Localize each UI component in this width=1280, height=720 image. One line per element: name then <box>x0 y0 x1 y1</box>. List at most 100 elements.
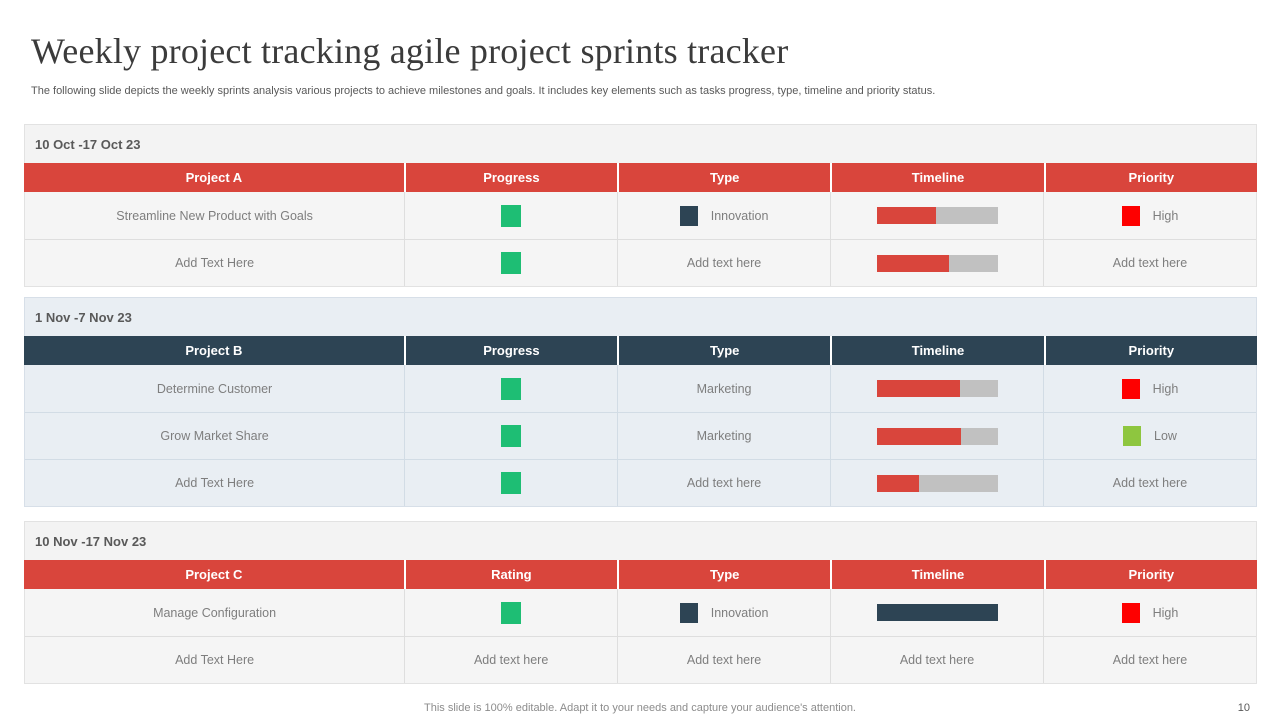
page-subtitle: The following slide depicts the weekly s… <box>31 85 936 97</box>
cell-project-b: Add Text Here <box>25 460 404 506</box>
timeline-bar <box>876 380 998 397</box>
project-b-text: Add Text Here <box>175 476 255 490</box>
project-c-text: Add Text Here <box>175 653 255 667</box>
table-row: Determine Customer Marketing High <box>25 365 1256 412</box>
type-text: Marketing <box>696 429 752 443</box>
cell-progress <box>404 365 617 412</box>
type-text: Innovation <box>710 605 769 620</box>
project-b-text: Grow Market Share <box>160 429 269 443</box>
column-header-priority: Priority <box>1043 163 1257 192</box>
timeline-bar-fill <box>876 604 998 621</box>
cell-project-a: Streamline New Product with Goals <box>25 192 404 239</box>
type-text: Add text here <box>686 256 762 270</box>
table-body: Streamline New Product with Goals Innovat… <box>24 192 1257 287</box>
period-label: 1 Nov -7 Nov 23 <box>35 309 132 325</box>
cell-priority: Low <box>1043 413 1256 459</box>
table-row: Grow Market Share Marketing Low <box>25 412 1256 459</box>
cell-type: Marketing <box>617 365 830 412</box>
timeline-bar <box>876 207 998 224</box>
cell-project-c: Add Text Here <box>25 637 404 683</box>
rating-status-square <box>501 601 522 624</box>
type-text: Marketing <box>696 381 752 396</box>
type-text: Add text here <box>686 476 762 490</box>
cell-progress <box>404 460 617 506</box>
column-header-timeline: Timeline <box>830 163 1043 192</box>
column-header-project-a: Project A <box>185 170 243 185</box>
cell-type: Marketing <box>617 413 830 459</box>
timeline-bar-fill <box>876 474 919 492</box>
cell-rating <box>404 589 617 636</box>
timeline-bar-fill <box>876 427 962 445</box>
priority-swatch <box>1123 426 1141 446</box>
cell-project-b: Determine Customer <box>25 365 404 412</box>
cell-timeline <box>830 192 1043 239</box>
period-band: 10 Nov -17 Nov 23 <box>24 521 1257 560</box>
table-header-row: Project C Rating Type Timeline Priority <box>24 560 1257 589</box>
project-b-text: Determine Customer <box>156 381 273 396</box>
timeline-bar-fill <box>876 380 960 397</box>
cell-priority: High <box>1043 589 1256 636</box>
timeline-bar-fill <box>876 207 936 224</box>
column-header-progress: Progress <box>403 163 617 192</box>
cell-timeline: Add text here <box>830 637 1043 683</box>
priority-swatch <box>1121 602 1140 623</box>
priority-text: High <box>1152 208 1179 223</box>
cell-progress <box>404 192 617 239</box>
rating-text: Add text here <box>473 653 549 667</box>
cell-priority: High <box>1043 365 1256 412</box>
sprint-tables: 10 Oct -17 Oct 23 Project A Progress Type Ti… <box>24 124 1257 684</box>
priority-text: High <box>1152 605 1179 620</box>
cell-project-c: Manage Configuration <box>25 589 404 636</box>
column-header-project-c: Project C <box>185 567 243 582</box>
cell-type: Add text here <box>617 460 830 506</box>
cell-project-b: Grow Market Share <box>25 413 404 459</box>
priority-swatch <box>1121 205 1140 226</box>
cell-priority: High <box>1043 192 1256 239</box>
progress-status-square <box>501 425 522 447</box>
table-row: Add Text Here Add text here Add text here <box>25 239 1256 286</box>
priority-text: High <box>1152 381 1179 396</box>
cell-type: Add text here <box>617 240 830 286</box>
cell-timeline <box>830 413 1043 459</box>
project-a-text: Add Text Here <box>175 256 255 270</box>
column-header-priority: Priority <box>1043 560 1257 589</box>
period-label: 10 Oct -17 Oct 23 <box>35 136 141 152</box>
progress-status-square <box>501 204 522 227</box>
cell-timeline <box>830 589 1043 636</box>
column-header-progress: Progress <box>403 336 617 365</box>
cell-project-a: Add Text Here <box>25 240 404 286</box>
cell-timeline <box>830 240 1043 286</box>
column-header-priority: Priority <box>1043 336 1257 365</box>
cell-rating: Add text here <box>404 637 617 683</box>
column-header-project-b: Project B <box>185 343 243 358</box>
column-header-type: Type <box>617 336 830 365</box>
page-number: 10 <box>1237 702 1250 714</box>
table-row: Streamline New Product with Goals Innovat… <box>25 192 1256 239</box>
progress-status-square <box>501 377 522 400</box>
progress-status-square <box>501 252 522 274</box>
table-row: Manage Configuration Innovation High <box>25 589 1256 636</box>
priority-text: Add text here <box>1112 653 1188 667</box>
cell-priority: Add text here <box>1043 637 1256 683</box>
cell-priority: Add text here <box>1043 460 1256 506</box>
timeline-bar-fill <box>876 254 950 272</box>
priority-text: Add text here <box>1112 256 1188 270</box>
sprint-table-3: 10 Nov -17 Nov 23 Project C Rating Type Time… <box>24 521 1257 684</box>
timeline-text: Add text here <box>899 653 975 667</box>
priority-swatch <box>1121 378 1140 399</box>
table-row: Add Text Here Add text here Add text here <box>25 459 1256 506</box>
column-header-type: Type <box>617 560 830 589</box>
project-a-text: Streamline New Product with Goals <box>116 208 313 223</box>
type-swatch <box>679 602 698 623</box>
progress-status-square <box>501 472 522 494</box>
table-header-row: Project B Progress Type Timeline Priority <box>24 336 1257 365</box>
table-body: Manage Configuration Innovation High Add Te… <box>24 589 1257 684</box>
column-header-rating: Rating <box>403 560 617 589</box>
project-c-text: Manage Configuration <box>153 605 277 620</box>
cell-progress <box>404 413 617 459</box>
timeline-bar <box>876 604 998 621</box>
period-label: 10 Nov -17 Nov 23 <box>35 533 147 549</box>
cell-priority: Add text here <box>1043 240 1256 286</box>
sprint-table-2: 1 Nov -7 Nov 23 Project B Progress Type Time… <box>24 297 1257 507</box>
